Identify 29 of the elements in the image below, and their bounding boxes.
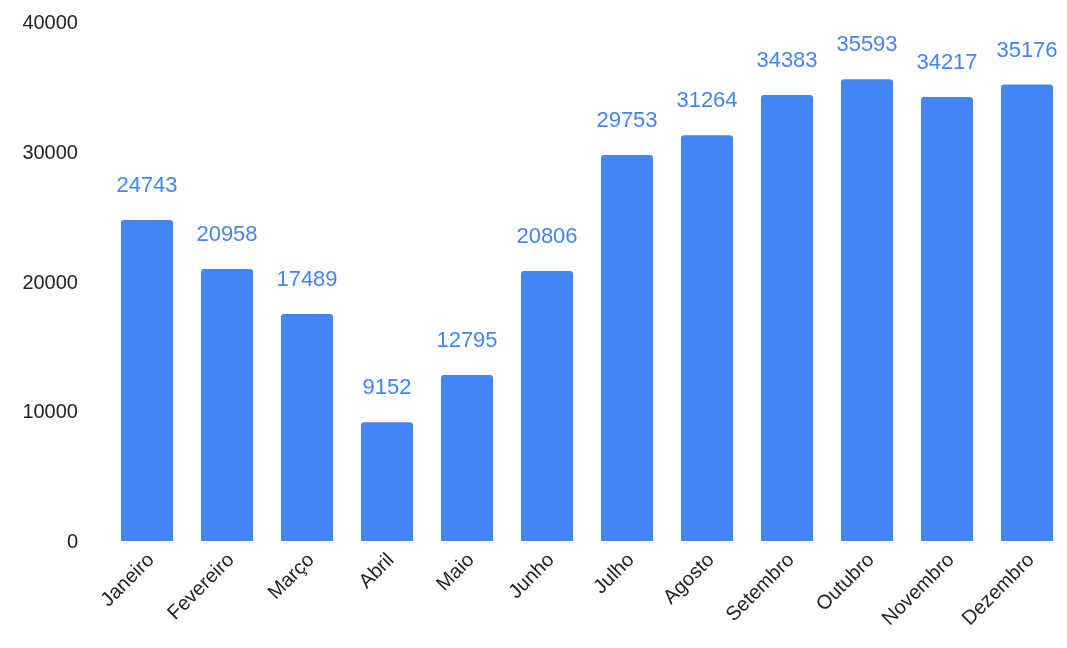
data-label: 12795 xyxy=(436,326,498,352)
bar xyxy=(601,154,653,541)
bar xyxy=(281,314,333,541)
data-label: 29753 xyxy=(596,106,658,132)
bar xyxy=(361,422,413,541)
bar xyxy=(921,97,973,541)
bar xyxy=(441,374,493,541)
data-label: 24743 xyxy=(116,171,178,197)
bar xyxy=(201,269,253,541)
data-label: 34217 xyxy=(916,49,978,75)
data-label: 34383 xyxy=(756,46,818,72)
bar xyxy=(1001,84,1053,541)
data-label: 20958 xyxy=(196,221,258,247)
y-tick-label: 10000 xyxy=(22,400,78,423)
y-tick-label: 40000 xyxy=(22,11,78,33)
y-tick-label: 30000 xyxy=(22,140,78,163)
bar xyxy=(761,94,813,541)
bar xyxy=(841,79,893,541)
data-label: 31264 xyxy=(676,87,738,113)
data-label: 35593 xyxy=(836,31,898,57)
data-label: 9152 xyxy=(362,374,412,400)
bar xyxy=(521,271,573,541)
bar xyxy=(121,219,173,541)
y-tick-label: 20000 xyxy=(22,270,78,293)
y-tick-label: 0 xyxy=(66,530,78,552)
data-label: 17489 xyxy=(276,266,338,292)
data-label: 35176 xyxy=(996,36,1058,62)
data-label: 20806 xyxy=(516,223,578,249)
bar xyxy=(681,135,733,541)
